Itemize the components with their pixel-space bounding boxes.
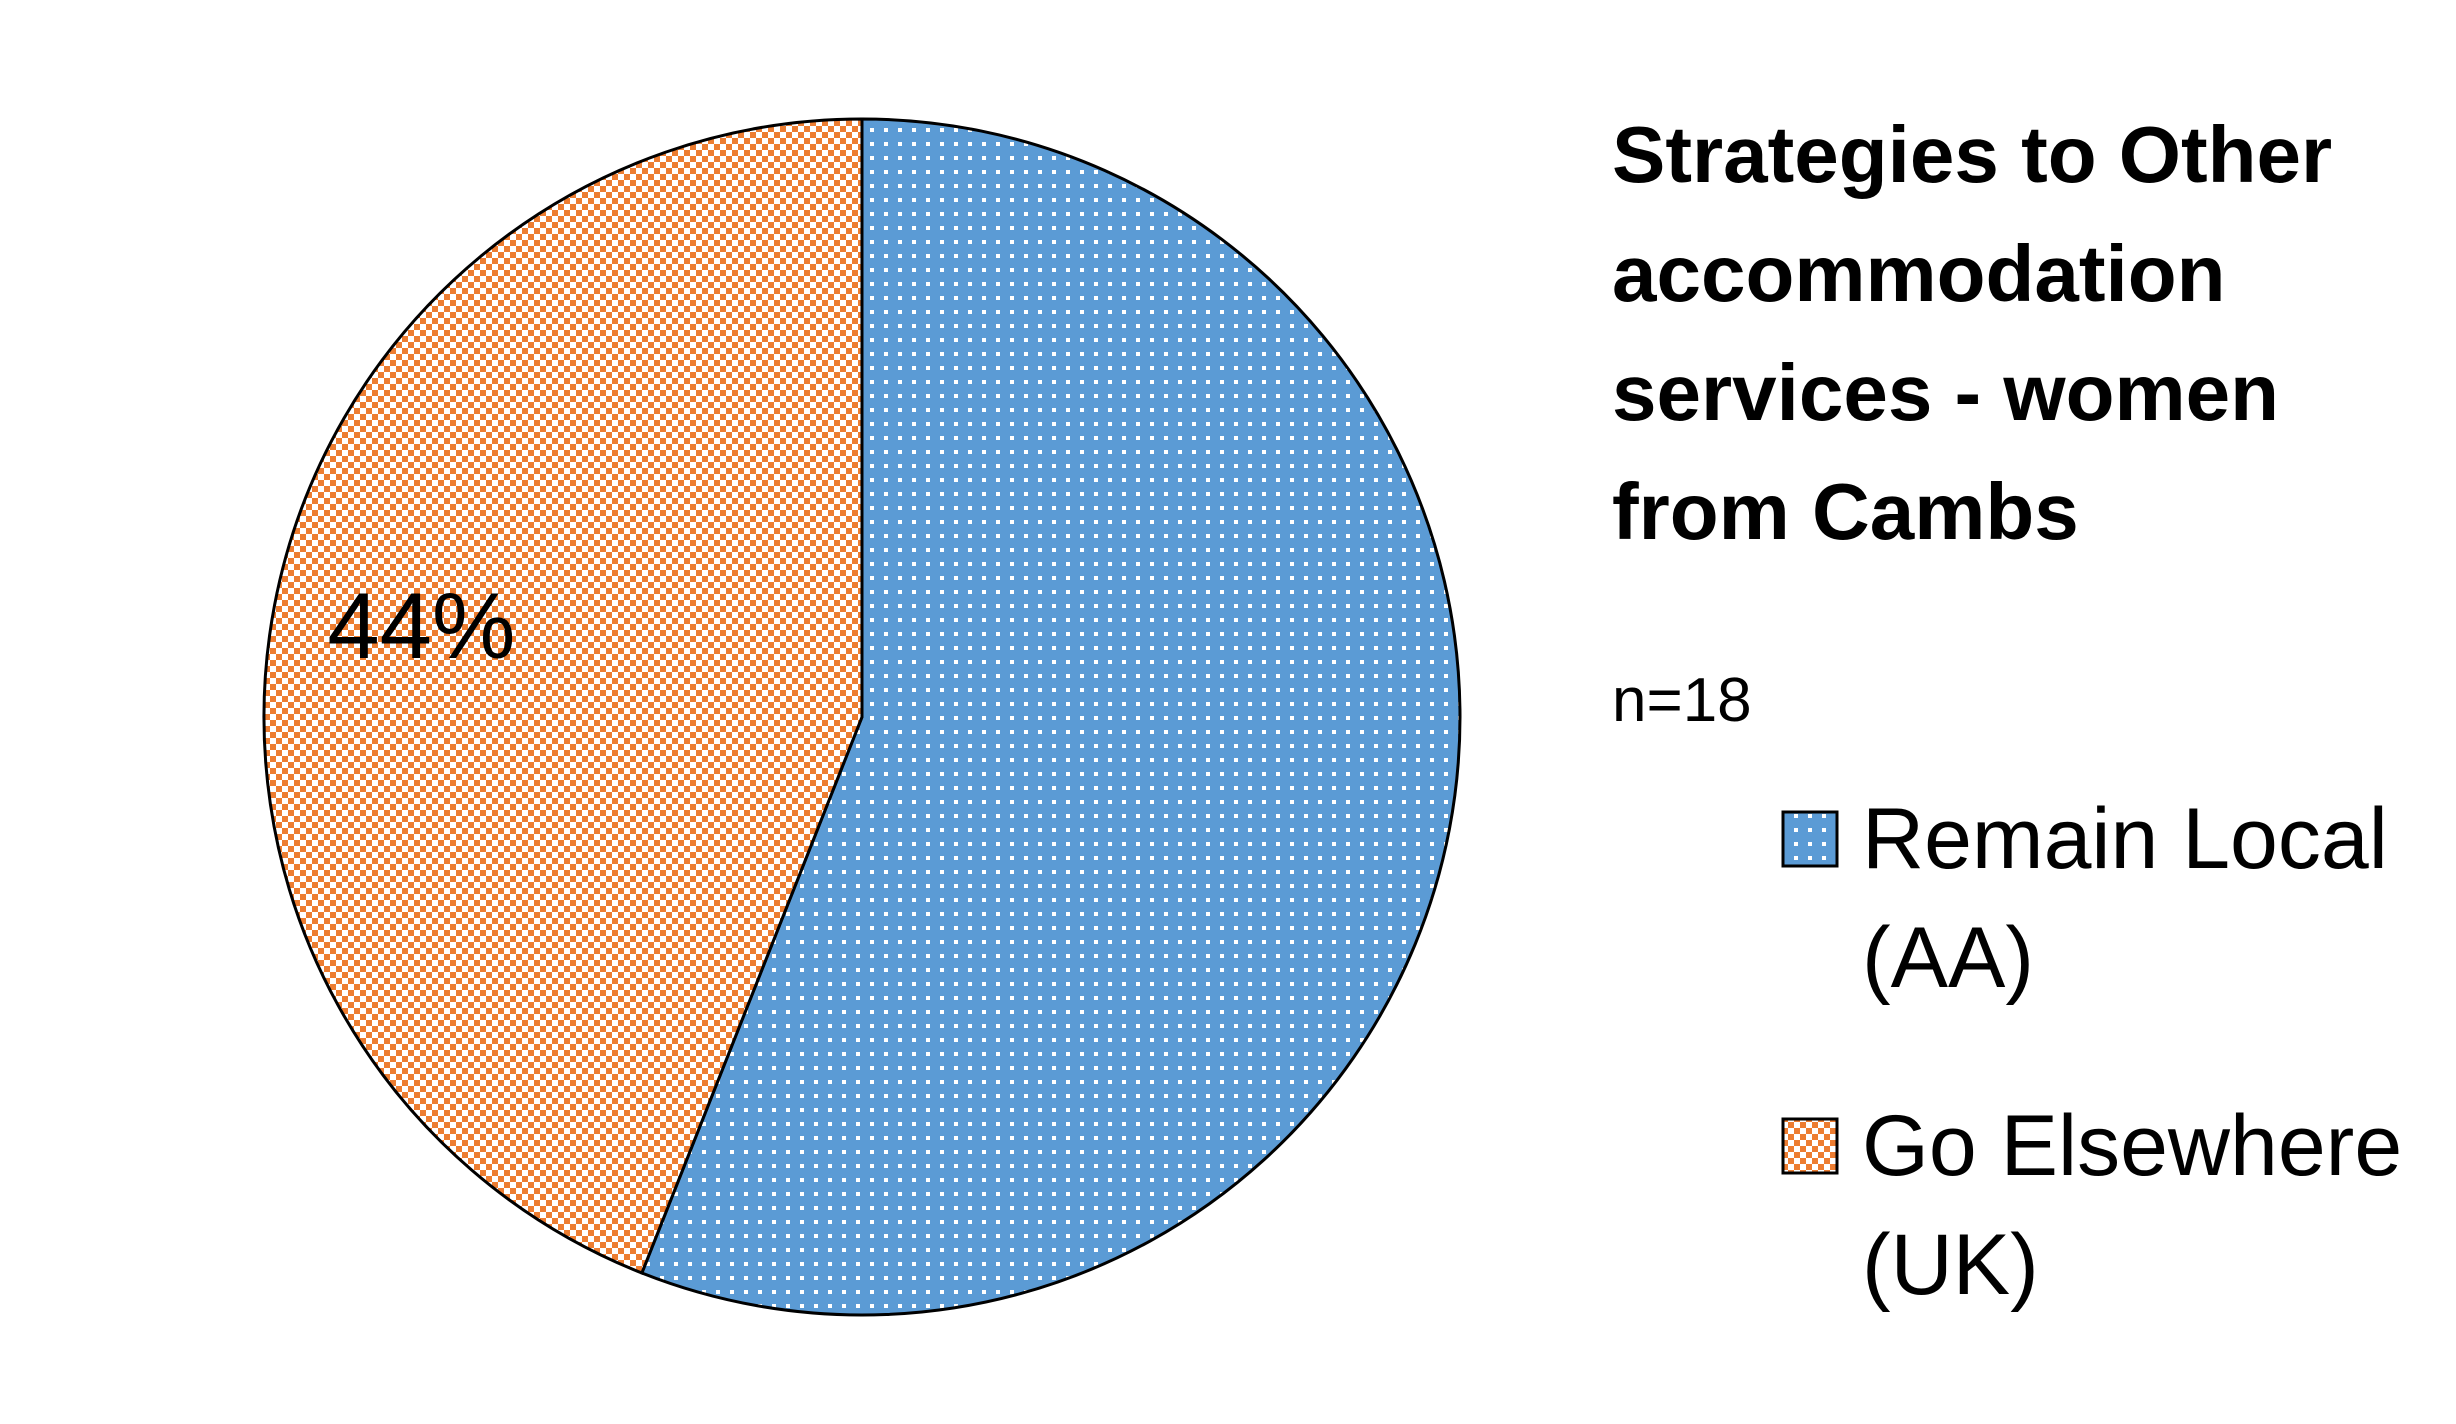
chart-title: Strategies to Other accommodation servic… [1612, 110, 2333, 556]
legend-swatch [1781, 810, 1839, 868]
pie: 44% [262, 117, 1462, 1317]
pie-slice [262, 117, 864, 1275]
chart-subtitle: n=18 [1612, 666, 1752, 735]
legend-swatch [1781, 1117, 1839, 1175]
data-label: 44% [327, 573, 515, 678]
legend-label: Remain Local (AA) [1862, 791, 2388, 1006]
legend-label: Go Elsewhere (UK) [1862, 1098, 2403, 1313]
legend [1781, 810, 1839, 1175]
pie-slice [639, 117, 1462, 1317]
